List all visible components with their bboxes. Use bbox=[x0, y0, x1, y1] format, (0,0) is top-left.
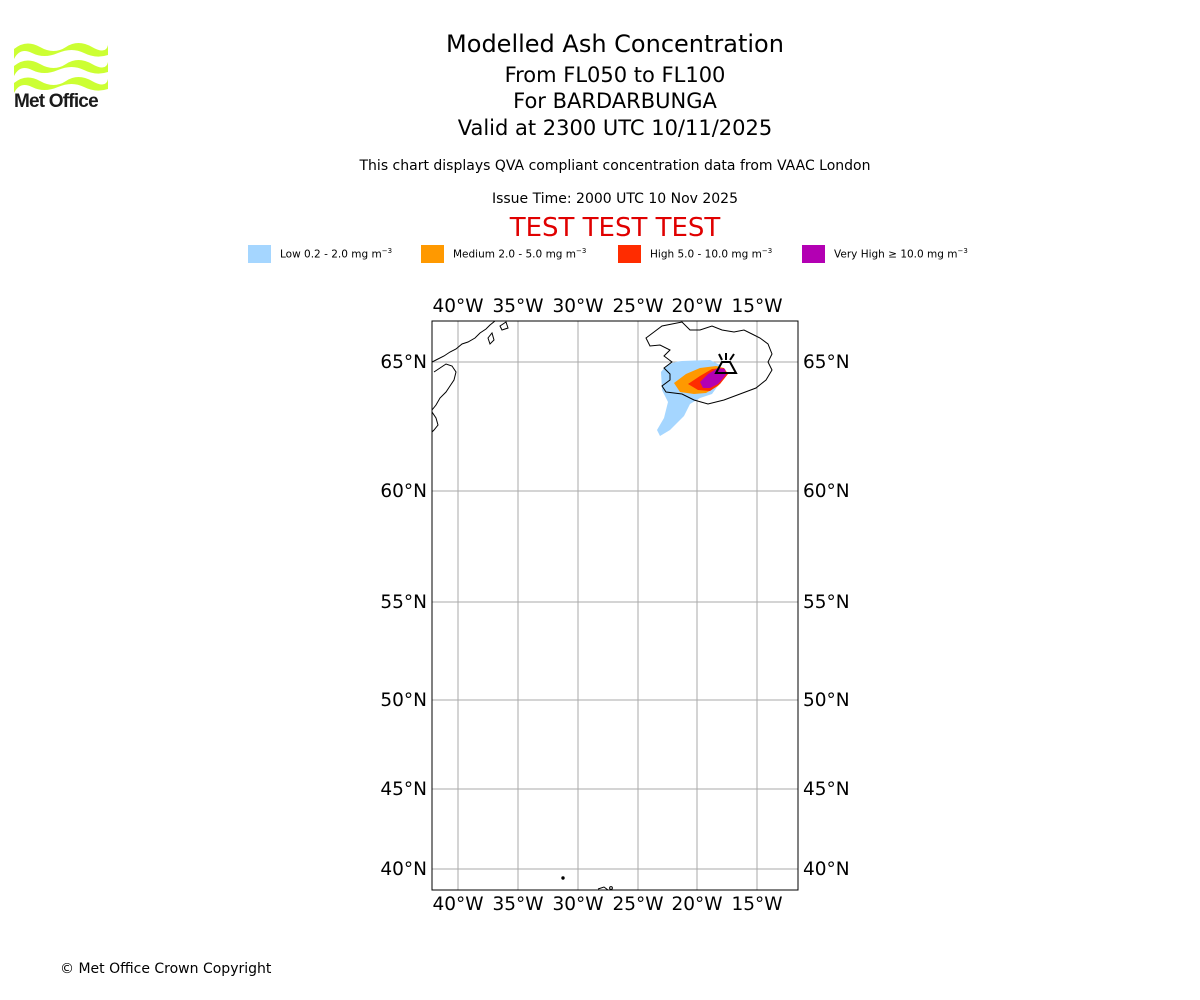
lat-label-left: 45°N bbox=[380, 779, 427, 800]
lon-label-top: 15°W bbox=[731, 296, 782, 317]
volcano-name: For BARDARBUNGA bbox=[513, 89, 717, 113]
lon-label-bottom: 40°W bbox=[432, 894, 483, 915]
legend-swatch-medium bbox=[421, 245, 444, 263]
legend-unit: mg m bbox=[545, 248, 577, 261]
issue-time: Issue Time: 2000 UTC 10 Nov 2025 bbox=[491, 191, 739, 207]
lon-label-top: 20°W bbox=[671, 296, 722, 317]
legend-name: High bbox=[650, 248, 675, 261]
lat-label-left: 55°N bbox=[380, 592, 427, 613]
flight-level-range: From FL050 to FL100 bbox=[504, 63, 726, 87]
legend-name: Very High bbox=[834, 248, 885, 261]
legend-range: 5.0 - 10.0 bbox=[677, 248, 729, 261]
volcano-icon bbox=[714, 353, 738, 374]
lon-label-bottom: 20°W bbox=[671, 894, 722, 915]
chart-subtitle: This chart displays QVA compliant concen… bbox=[359, 158, 871, 174]
lat-label-left: 50°N bbox=[380, 690, 427, 711]
lon-label-bottom: 25°W bbox=[612, 894, 663, 915]
lat-label-left: 40°N bbox=[380, 859, 427, 880]
legend-swatch-high bbox=[618, 245, 641, 263]
legend-exponent: −3 bbox=[381, 247, 393, 256]
lon-label-top: 25°W bbox=[612, 296, 663, 317]
lat-label-left: 65°N bbox=[380, 352, 427, 373]
lat-label-right: 50°N bbox=[803, 690, 850, 711]
legend-item-low: Low 0.2 - 2.0 mg m−3 bbox=[248, 244, 392, 264]
lon-label-bottom: 15°W bbox=[731, 894, 782, 915]
legend-name: Low bbox=[280, 248, 301, 261]
legend-item-very-high: Very High ≥ 10.0 mg m−3 bbox=[802, 244, 968, 264]
legend-name: Medium bbox=[453, 248, 495, 261]
lon-label-bottom: 30°W bbox=[552, 894, 603, 915]
test-banner: TEST TEST TEST bbox=[509, 213, 721, 243]
legend-range: 0.2 - 2.0 bbox=[304, 248, 348, 261]
lon-label-top: 40°W bbox=[432, 296, 483, 317]
legend-unit: mg m bbox=[731, 248, 762, 261]
logo-text: Met Office bbox=[14, 91, 99, 112]
legend-swatch-very-high bbox=[802, 245, 825, 263]
valid-time: Valid at 2300 UTC 10/11/2025 bbox=[457, 116, 773, 140]
lon-label-top: 30°W bbox=[552, 296, 603, 317]
chart-title: Modelled Ash Concentration bbox=[446, 30, 784, 58]
legend-exponent: −3 bbox=[576, 247, 587, 256]
legend-swatch-low bbox=[248, 245, 271, 263]
coastlines bbox=[432, 321, 773, 890]
map-frame bbox=[431, 320, 799, 891]
legend-exponent: −3 bbox=[761, 247, 773, 256]
lat-label-left: 60°N bbox=[380, 481, 427, 502]
legend-range: ≥ 10.0 bbox=[888, 248, 924, 261]
lat-label-right: 65°N bbox=[803, 352, 850, 373]
lon-label-bottom: 35°W bbox=[492, 894, 543, 915]
lon-label-top: 35°W bbox=[492, 296, 543, 317]
legend-item-high: High 5.0 - 10.0 mg m−3 bbox=[618, 244, 772, 264]
lat-label-right: 60°N bbox=[803, 481, 850, 502]
lat-label-right: 45°N bbox=[803, 779, 850, 800]
lat-label-right: 55°N bbox=[803, 592, 850, 613]
gridlines bbox=[432, 321, 798, 890]
legend-range: 2.0 - 5.0 bbox=[498, 248, 543, 261]
legend-unit: mg m bbox=[927, 248, 958, 261]
copyright: © Met Office Crown Copyright bbox=[60, 961, 272, 977]
met-office-logo-icon bbox=[14, 43, 108, 93]
legend-exponent: −3 bbox=[957, 247, 968, 256]
legend-item-medium: Medium 2.0 - 5.0 mg m−3 bbox=[421, 244, 586, 264]
lat-label-right: 40°N bbox=[803, 859, 850, 880]
legend-unit: mg m bbox=[351, 248, 382, 261]
